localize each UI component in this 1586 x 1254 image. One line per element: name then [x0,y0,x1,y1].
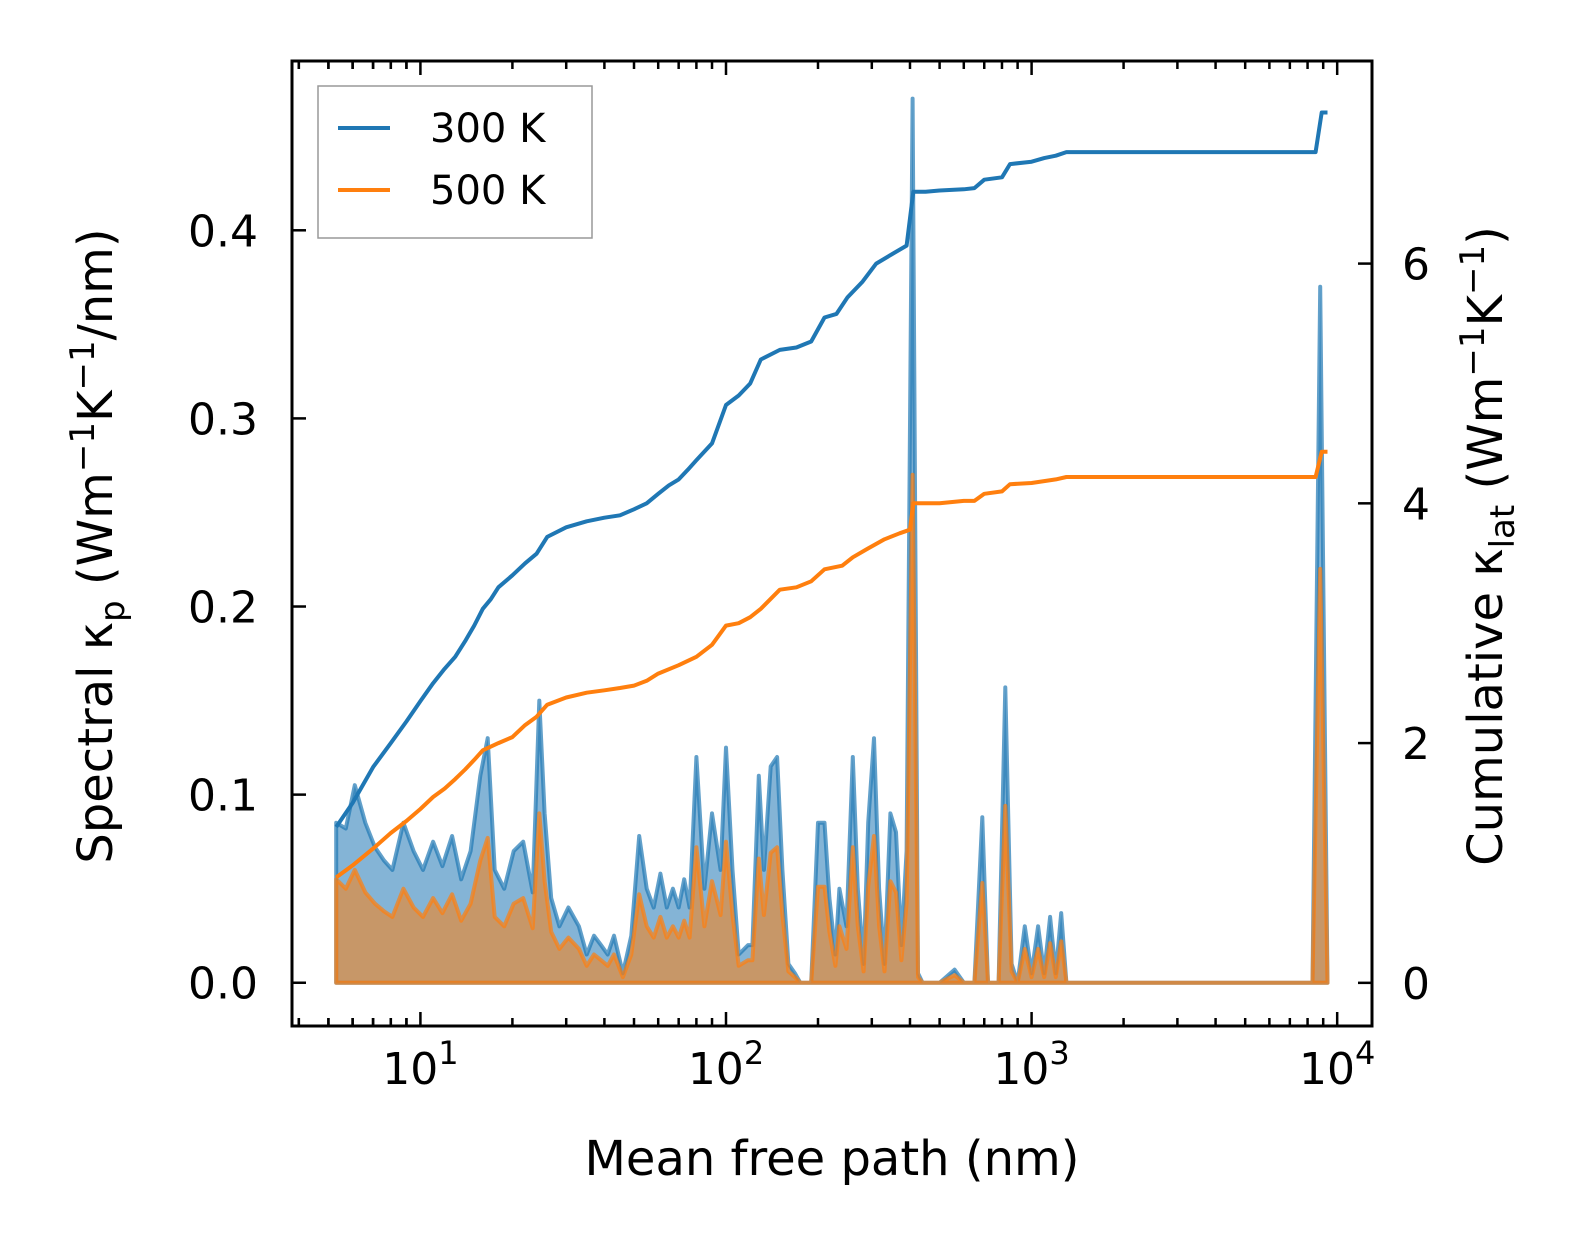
legend-label-500k: 500 K [430,168,547,214]
x-tick-label: 103 [993,1034,1069,1095]
left-y-axis-title: Spectral κp (Wm−1K−1/nm) [63,228,133,863]
legend-frame [317,85,593,239]
spectral-areas [334,96,1330,985]
x-tick-label: 102 [688,1034,764,1095]
y-left-tick-label: 0.1 [188,771,258,822]
y-right-tick-label: 0 [1402,959,1430,1010]
plot-frame [290,59,1374,1028]
legend-label-300k: 300 K [430,106,547,152]
y-left-tick-label: 0.3 [188,394,258,445]
y-left-tick-label: 0.2 [188,583,258,634]
cumulative-lines [334,110,1328,880]
right-y-axis-title: Cumulative κlat (Wm−1K−1) [1453,226,1523,866]
tick-labels: 101 102 103 104 0.0 0.1 0.2 0.3 0.4 0 2 4 6 [188,206,1430,1095]
legend: 300 K 500 K [317,85,593,239]
x-axis-title: Mean free path (nm) [585,1131,1080,1187]
y-right-tick-label: 2 [1402,719,1430,770]
y-left-tick-label: 0.4 [188,206,258,257]
spectral-area-500k [334,472,1330,985]
y-left-tick-label: 0.0 [188,959,258,1010]
cumulative-line-300k [334,110,1328,829]
x-tick-label: 104 [1299,1034,1375,1095]
y-right-tick-label: 4 [1402,479,1430,530]
cumulative-line-500k [335,449,1328,880]
y-right-tick-label: 6 [1402,240,1430,291]
x-tick-label: 101 [382,1034,458,1095]
